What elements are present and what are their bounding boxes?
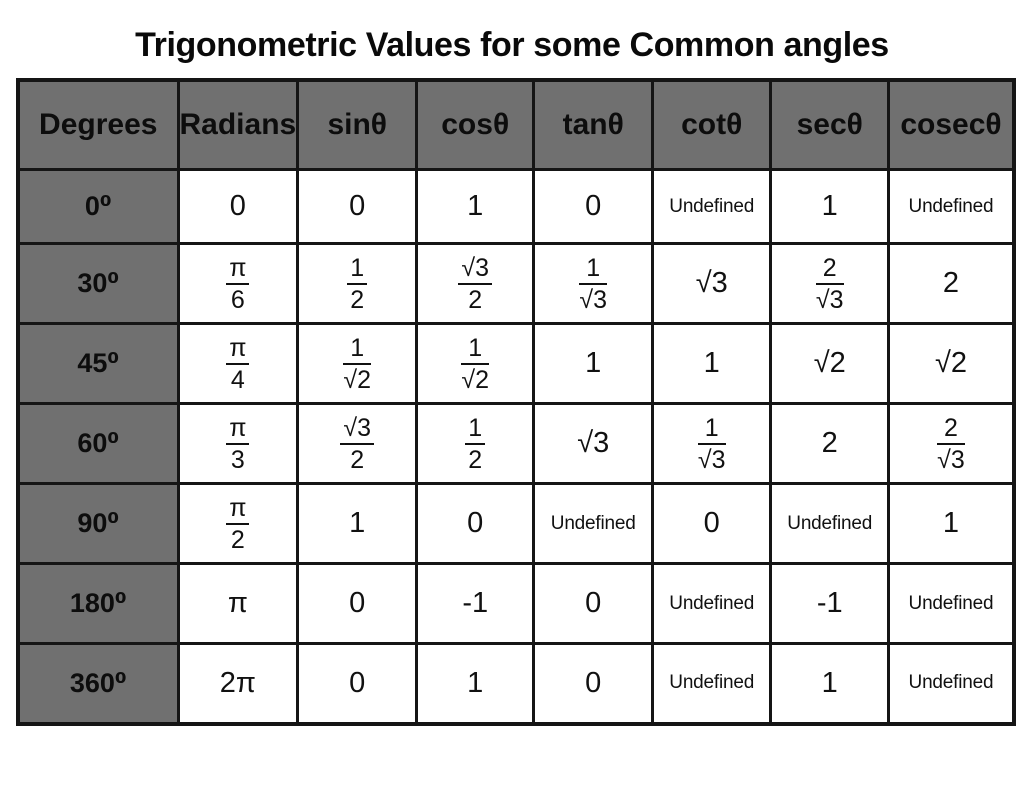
value-cell: 0	[651, 482, 773, 565]
value-cell: 1 √3	[532, 242, 655, 325]
value-cell: 0	[176, 168, 300, 245]
value-cell: √3	[532, 402, 655, 485]
value-cell: 1	[296, 482, 419, 565]
value-cell: √2	[887, 322, 1016, 405]
fraction-value: 2 √3	[937, 413, 965, 474]
value-cell: 1	[415, 168, 536, 245]
table-row: 45⁰ π 4 1 √2 1 √2 1 1 √2 √2	[16, 322, 1016, 405]
value-cell: 1	[887, 482, 1016, 565]
value-cell: 2 √3	[887, 402, 1016, 485]
value-cell: 2	[769, 402, 891, 485]
degrees-cell: 90⁰	[16, 482, 180, 565]
value-cell: √2	[769, 322, 891, 405]
value-cell: 2π	[176, 642, 300, 725]
header-cell-radians: Radians	[176, 78, 300, 171]
value-cell: Undefined	[532, 482, 655, 565]
degrees-cell: 0⁰	[16, 168, 180, 245]
value-cell: π	[176, 562, 300, 645]
table-row: 0⁰ 0 0 1 0 Undefined 1 Undefined	[16, 168, 1016, 245]
value-cell: Undefined	[887, 562, 1016, 645]
fraction-value: 1 √2	[461, 333, 490, 394]
value-cell: 2	[887, 242, 1016, 325]
value-cell: 2 √3	[769, 242, 891, 325]
fraction-value: √3 2	[458, 254, 493, 314]
value-cell: Undefined	[887, 642, 1016, 725]
fraction-value: 1 √2	[343, 333, 372, 394]
value-cell: 1 √3	[651, 402, 773, 485]
value-cell: 0	[532, 168, 655, 245]
page-title: Trigonometric Values for some Common ang…	[135, 26, 889, 64]
value-cell: 1	[769, 168, 891, 245]
table-row: 60⁰ π 3 √3 2 1 2 √3 1 √3 2 2 √3	[16, 402, 1016, 485]
header-cell-tan: tanθ	[532, 78, 655, 171]
value-cell: Undefined	[651, 562, 773, 645]
value-cell: 1	[415, 642, 536, 725]
table-header-row: Degrees Radians sinθ cosθ tanθ cotθ secθ cosecθ	[16, 78, 1016, 171]
header-cell-sin: sinθ	[296, 78, 419, 171]
table-body: 0⁰ 0 0 1 0 Undefined 1 Undefined 30⁰ π 6 1 2 √3 2 1 √3 √3…	[16, 168, 1016, 725]
degrees-cell: 45⁰	[16, 322, 180, 405]
degrees-cell: 30⁰	[16, 242, 180, 325]
header-cell-sec: secθ	[769, 78, 891, 171]
value-cell: 1	[769, 642, 891, 725]
value-cell: 0	[415, 482, 536, 565]
value-cell: 1	[532, 322, 655, 405]
value-cell: 0	[296, 642, 419, 725]
fraction-value: 1 √3	[697, 413, 726, 474]
value-cell: Undefined	[887, 168, 1016, 245]
degrees-cell: 360⁰	[16, 642, 180, 725]
value-cell: 0	[532, 562, 655, 645]
value-cell: √3 2	[415, 242, 536, 325]
header-cell-degrees: Degrees	[16, 78, 180, 171]
value-cell: 0	[532, 642, 655, 725]
value-cell: 1 √2	[296, 322, 419, 405]
fraction-value: √3 2	[340, 414, 375, 474]
degrees-cell: 60⁰	[16, 402, 180, 485]
degrees-cell: 180⁰	[16, 562, 180, 645]
trig-values-table: Degrees Radians sinθ cosθ tanθ cotθ secθ cosecθ…	[16, 78, 1016, 726]
header-cell-cos: cosθ	[415, 78, 536, 171]
table-row: 180⁰ π 0 -1 0 Undefined -1 Undefined	[16, 562, 1016, 645]
value-cell: √3 2	[296, 402, 419, 485]
table-row: 30⁰ π 6 1 2 √3 2 1 √3 √3 2 √3 2	[16, 242, 1016, 325]
value-cell: -1	[415, 562, 536, 645]
value-cell: Undefined	[769, 482, 891, 565]
table-row: 90⁰ π 2 1 0 Undefined 0 Undefined 1	[16, 482, 1016, 565]
header-cell-cot: cotθ	[651, 78, 773, 171]
value-cell: 0	[296, 562, 419, 645]
header-cell-cosec: cosecθ	[887, 78, 1016, 171]
value-cell: 1	[651, 322, 773, 405]
table-row: 360⁰ 2π 0 1 0 Undefined 1 Undefined	[16, 642, 1016, 725]
value-cell: 1 √2	[415, 322, 536, 405]
value-cell: Undefined	[651, 168, 773, 245]
fraction-value: 1 √3	[579, 253, 608, 314]
value-cell: Undefined	[651, 642, 773, 725]
fraction-value: 2 √3	[815, 253, 844, 314]
value-cell: √3	[651, 242, 773, 325]
value-cell: -1	[769, 562, 891, 645]
value-cell: 0	[296, 168, 419, 245]
